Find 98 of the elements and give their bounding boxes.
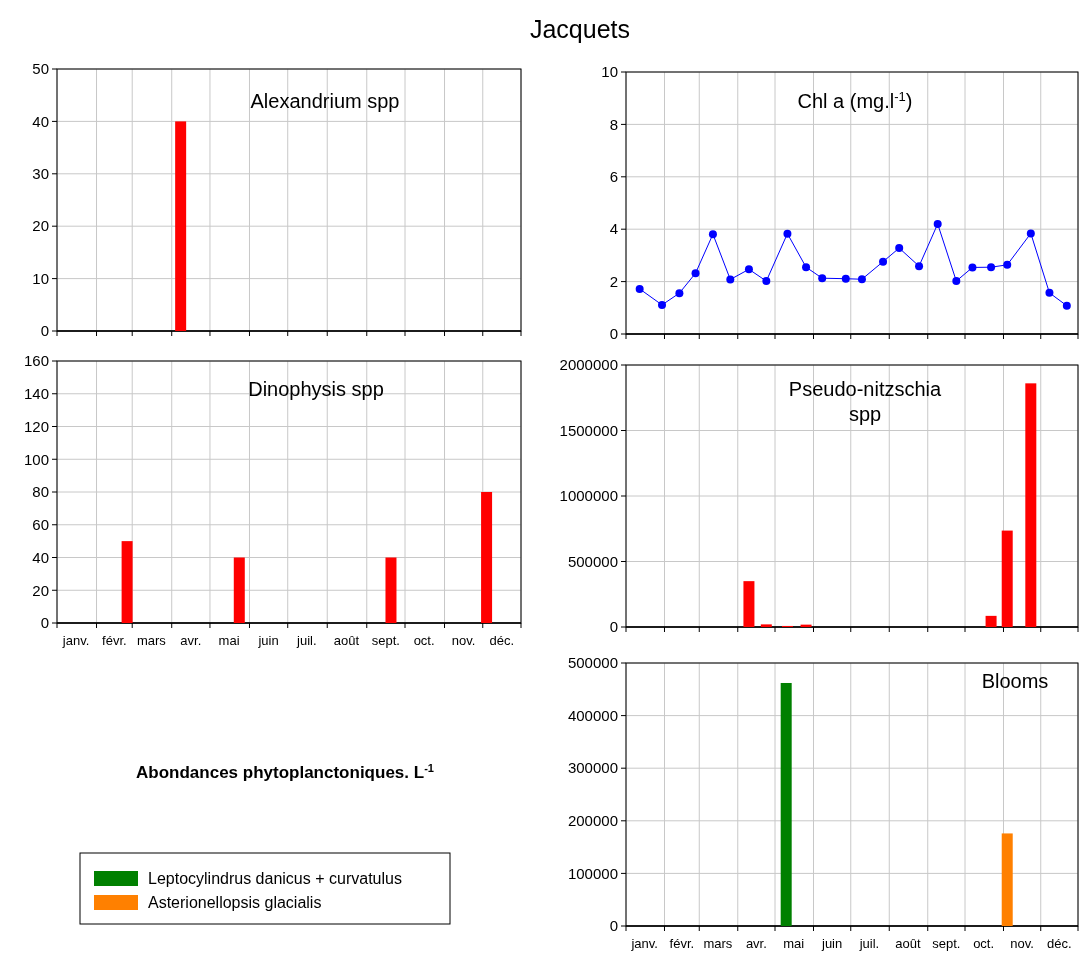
y-tick-label: 0	[609, 618, 618, 636]
y-tick-label: 80	[32, 483, 49, 501]
y-tick-label: 0	[40, 322, 49, 340]
x-tick-label: juin	[257, 633, 279, 648]
y-tick-label: 10	[601, 63, 618, 81]
y-tick-label: 30	[32, 165, 49, 183]
point	[762, 277, 771, 286]
point	[726, 275, 735, 284]
x-tick-label: févr.	[669, 936, 695, 951]
text: Pseudo-nitzschia spp	[788, 378, 943, 425]
point	[635, 284, 644, 293]
y-tick-label: 40	[32, 548, 49, 566]
x-tick-label: avr.	[180, 633, 202, 648]
point	[708, 230, 717, 239]
x-tick-label: juil.	[858, 936, 880, 951]
y-tick-label: 10	[32, 269, 49, 287]
point	[675, 289, 684, 298]
y-tick-label: 300000	[567, 759, 618, 777]
bar	[743, 581, 755, 627]
y-tick-label: 50	[32, 60, 49, 78]
y-tick-label: 0	[609, 325, 618, 343]
legend-label: Asterionellopsis glacialis	[148, 894, 322, 911]
x-tick-label: janv.	[61, 633, 90, 648]
point	[802, 263, 811, 272]
y-tick-label: 1500000	[559, 421, 618, 439]
x-tick-label: févr.	[102, 633, 127, 648]
point	[1026, 229, 1035, 238]
y-tick-label: 100	[23, 450, 49, 468]
x-tick-label: mai	[783, 936, 805, 951]
y-tick-label: 40	[32, 112, 49, 130]
point	[1003, 260, 1012, 269]
bar	[481, 492, 493, 623]
x-tick-label: déc.	[489, 633, 515, 648]
x-tick-label: mai	[218, 633, 240, 648]
chart-title: Blooms	[981, 670, 1049, 692]
y-tick-label: 2	[609, 272, 618, 290]
point	[818, 274, 827, 283]
text: Alexandrium spp	[250, 90, 400, 112]
bar	[233, 557, 245, 623]
y-tick-label: 60	[32, 516, 49, 533]
y-tick-label: 2000000	[559, 356, 618, 374]
y-tick-label: 120	[23, 417, 49, 435]
y-tick-label: 6	[609, 168, 618, 186]
point	[952, 277, 961, 286]
y-tick-label: 8	[609, 115, 618, 133]
x-tick-label: avr.	[745, 936, 767, 951]
y-tick-label: 20	[32, 217, 49, 235]
bar	[1025, 383, 1037, 627]
point	[841, 274, 850, 283]
point	[987, 263, 996, 272]
x-tick-label: nov.	[1010, 936, 1034, 951]
point	[691, 269, 700, 278]
y-tick-label: 0	[40, 614, 49, 632]
y-tick-label: 20	[32, 581, 49, 599]
x-tick-label: juil.	[296, 633, 317, 648]
text: Jacquets	[529, 15, 631, 43]
bar	[121, 541, 133, 623]
point	[879, 257, 888, 266]
point	[968, 263, 977, 272]
bar	[985, 615, 997, 627]
x-tick-label: janv.	[630, 936, 658, 951]
y-tick-label: 160	[23, 352, 49, 370]
y-tick-label: 500000	[567, 654, 618, 672]
point	[895, 244, 904, 253]
point	[744, 265, 753, 274]
y-tick-label: 0	[609, 917, 618, 935]
x-tick-label: mars	[703, 936, 733, 951]
y-tick-label: 500000	[567, 552, 618, 570]
bar	[1001, 530, 1013, 627]
point	[857, 275, 866, 284]
x-tick-label: oct.	[973, 936, 995, 951]
x-tick-label: août	[333, 633, 360, 648]
x-tick-label: sept.	[371, 633, 400, 648]
point	[658, 300, 667, 309]
y-tick-label: 100000	[567, 864, 618, 882]
y-tick-label: 4	[609, 220, 618, 238]
point	[1062, 301, 1071, 310]
point	[783, 229, 792, 238]
x-tick-label: juin	[821, 936, 843, 951]
x-tick-label: mars	[136, 633, 167, 648]
text: Dinophysis spp	[248, 378, 384, 400]
text: Abondances phytoplanctoniques. L$^{-1}$	[136, 762, 434, 782]
x-tick-label: oct.	[413, 633, 435, 648]
y-tick-label: 200000	[567, 812, 618, 830]
text: Chl a (mg.l$^{-1}$)	[797, 88, 913, 112]
bar	[385, 557, 397, 623]
legend-label: Leptocylindrus danicus + curvatulus	[148, 870, 402, 887]
y-tick-label: 140	[23, 385, 49, 402]
y-tick-label: 1000000	[559, 487, 618, 505]
point	[933, 219, 942, 228]
x-tick-label: sept.	[932, 936, 961, 951]
point	[915, 262, 924, 271]
x-tick-label: déc.	[1047, 936, 1072, 951]
bar	[760, 624, 772, 627]
x-tick-label: nov.	[451, 633, 476, 648]
point	[1045, 288, 1054, 297]
x-tick-label: août	[895, 936, 921, 951]
y-tick-label: 400000	[567, 706, 618, 724]
